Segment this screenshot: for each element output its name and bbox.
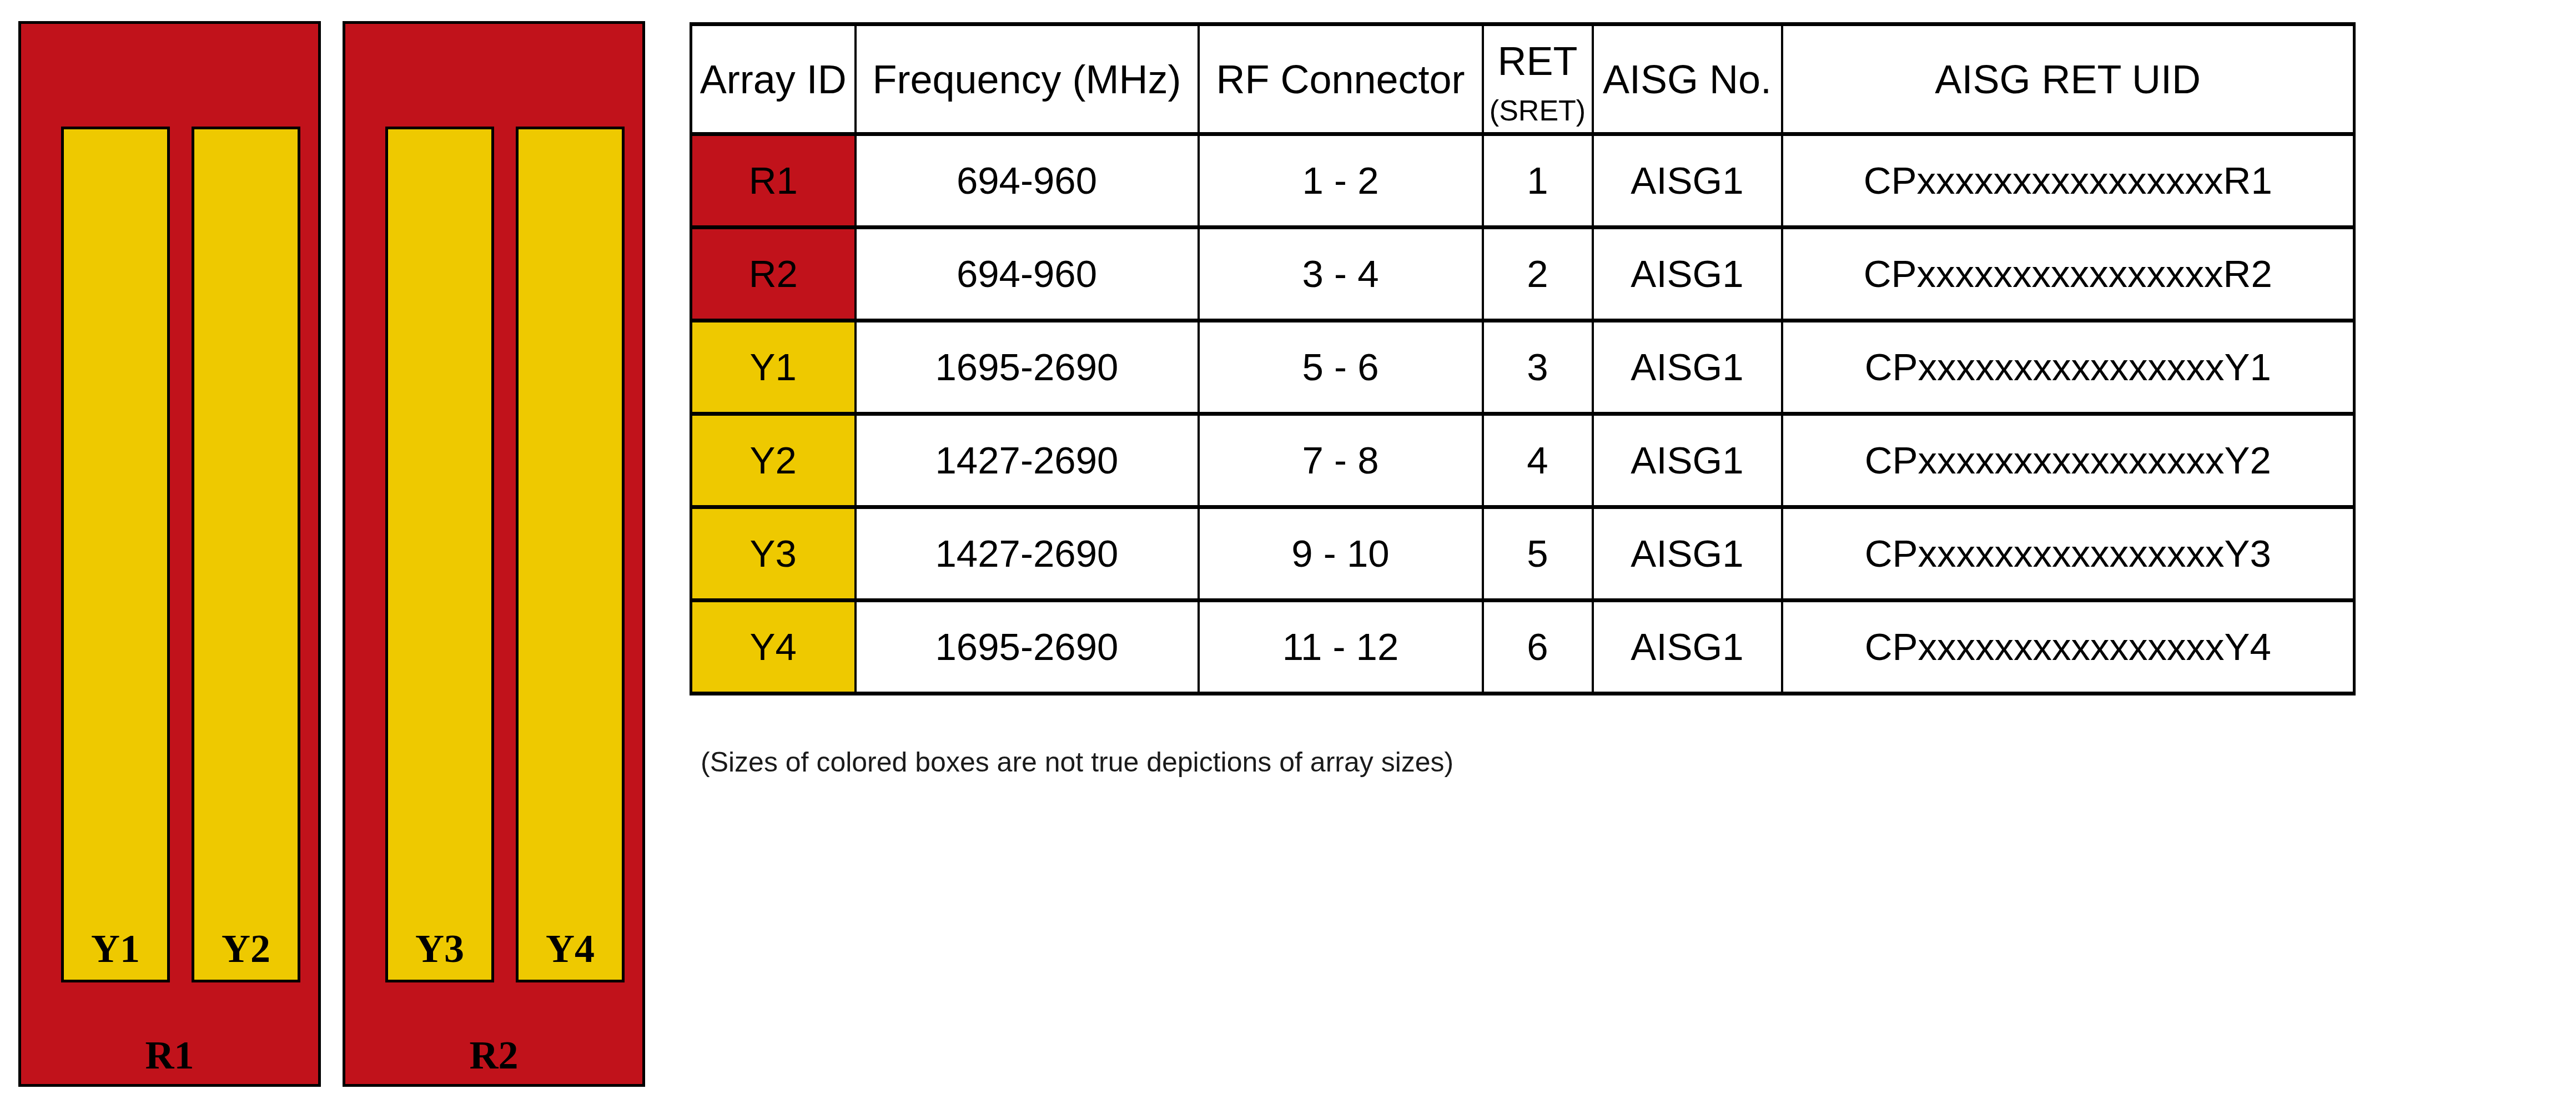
table-row: Y31427-26909 - 105AISG1CPxxxxxxxxxxxxxxx… xyxy=(691,507,2354,601)
header-rf-connector: RF Connector xyxy=(1199,24,1483,134)
array-spec-table: Array ID Frequency (MHz) RF Connector RE… xyxy=(690,22,2356,695)
rf-connector-cell: 7 - 8 xyxy=(1199,414,1483,507)
table-row: R2694-9603 - 42AISG1CPxxxxxxxxxxxxxxxxR2 xyxy=(691,228,2354,321)
table-row: Y11695-26905 - 63AISG1CPxxxxxxxxxxxxxxxx… xyxy=(691,321,2354,414)
aisg-no-cell: AISG1 xyxy=(1593,134,1782,228)
panel-label: R2 xyxy=(345,1035,642,1075)
header-ret-label: RET xyxy=(1498,38,1578,84)
array-bar-label: Y1 xyxy=(91,929,140,980)
panel-label: R1 xyxy=(21,1035,318,1075)
array-id-cell: R2 xyxy=(691,228,856,321)
aisg-no-cell: AISG1 xyxy=(1593,228,1782,321)
ret-cell: 3 xyxy=(1483,321,1593,414)
array-bar-y1: Y1 xyxy=(61,127,170,982)
frequency-cell: 1427-2690 xyxy=(856,507,1199,601)
array-id-cell: R1 xyxy=(691,134,856,228)
array-id-cell: Y2 xyxy=(691,414,856,507)
aisg-no-cell: AISG1 xyxy=(1593,414,1782,507)
ret-cell: 2 xyxy=(1483,228,1593,321)
rf-connector-cell: 3 - 4 xyxy=(1199,228,1483,321)
aisg-no-cell: AISG1 xyxy=(1593,321,1782,414)
array-bar-label: Y2 xyxy=(222,929,270,980)
aisg-no-cell: AISG1 xyxy=(1593,601,1782,694)
aisg-ret-uid-cell: CPxxxxxxxxxxxxxxxxY1 xyxy=(1782,321,2354,414)
aisg-ret-uid-cell: CPxxxxxxxxxxxxxxxxY4 xyxy=(1782,601,2354,694)
rf-connector-cell: 1 - 2 xyxy=(1199,134,1483,228)
header-aisg-ret-uid: AISG RET UID xyxy=(1782,24,2354,134)
header-sret-label: (SRET) xyxy=(1490,94,1586,127)
frequency-cell: 694-960 xyxy=(856,134,1199,228)
ret-cell: 4 xyxy=(1483,414,1593,507)
ret-cell: 6 xyxy=(1483,601,1593,694)
header-ret: RET (SRET) xyxy=(1483,24,1593,134)
table-row: Y41695-269011 - 126AISG1CPxxxxxxxxxxxxxx… xyxy=(691,601,2354,694)
aisg-ret-uid-cell: CPxxxxxxxxxxxxxxxxY2 xyxy=(1782,414,2354,507)
aisg-no-cell: AISG1 xyxy=(1593,507,1782,601)
antenna-panel-r1: Y1 Y2 R1 xyxy=(18,21,321,1087)
frequency-cell: 1695-2690 xyxy=(856,601,1199,694)
aisg-ret-uid-cell: CPxxxxxxxxxxxxxxxxR1 xyxy=(1782,134,2354,228)
table-row: Y21427-26907 - 84AISG1CPxxxxxxxxxxxxxxxx… xyxy=(691,414,2354,507)
array-bar-label: Y4 xyxy=(546,929,595,980)
antenna-panel-r2: Y3 Y4 R2 xyxy=(343,21,645,1087)
frequency-cell: 1695-2690 xyxy=(856,321,1199,414)
aisg-ret-uid-cell: CPxxxxxxxxxxxxxxxxR2 xyxy=(1782,228,2354,321)
ret-cell: 5 xyxy=(1483,507,1593,601)
rf-connector-cell: 11 - 12 xyxy=(1199,601,1483,694)
array-bar-y4: Y4 xyxy=(516,127,625,982)
array-bar-y3: Y3 xyxy=(385,127,494,982)
header-array-id: Array ID xyxy=(691,24,856,134)
frequency-cell: 1427-2690 xyxy=(856,414,1199,507)
table-row: R1694-9601 - 21AISG1CPxxxxxxxxxxxxxxxxR1 xyxy=(691,134,2354,228)
header-row: Array ID Frequency (MHz) RF Connector RE… xyxy=(691,24,2354,134)
array-id-cell: Y4 xyxy=(691,601,856,694)
array-bar-y2: Y2 xyxy=(192,127,300,982)
array-id-cell: Y1 xyxy=(691,321,856,414)
ret-cell: 1 xyxy=(1483,134,1593,228)
footnote: (Sizes of colored boxes are not true dep… xyxy=(701,745,1453,779)
header-frequency: Frequency (MHz) xyxy=(856,24,1199,134)
table-body: R1694-9601 - 21AISG1CPxxxxxxxxxxxxxxxxR1… xyxy=(691,134,2354,694)
rf-connector-cell: 5 - 6 xyxy=(1199,321,1483,414)
array-bar-label: Y3 xyxy=(415,929,464,980)
array-id-cell: Y3 xyxy=(691,507,856,601)
frequency-cell: 694-960 xyxy=(856,228,1199,321)
aisg-ret-uid-cell: CPxxxxxxxxxxxxxxxxY3 xyxy=(1782,507,2354,601)
rf-connector-cell: 9 - 10 xyxy=(1199,507,1483,601)
table-header: Array ID Frequency (MHz) RF Connector RE… xyxy=(691,24,2354,134)
header-aisg-no: AISG No. xyxy=(1593,24,1782,134)
